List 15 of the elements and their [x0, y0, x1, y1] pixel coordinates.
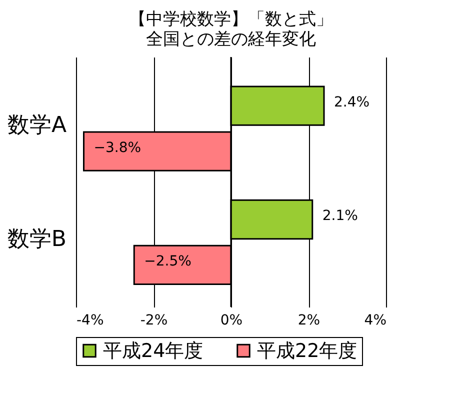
- data-label: 2.1%: [322, 208, 358, 224]
- y-tick-label: 数学B: [7, 226, 66, 252]
- y-tick-label: 数学A: [7, 113, 66, 138]
- x-tick-label: 0%: [220, 312, 243, 328]
- data-label: 2.4%: [334, 94, 370, 110]
- legend-label: 平成24年度: [103, 340, 204, 362]
- data-label: −2.5%: [144, 254, 192, 270]
- data-label: −3.8%: [94, 140, 142, 156]
- x-tick-label: -4%: [76, 312, 104, 328]
- x-tick-label: -2%: [140, 312, 168, 328]
- chart-subtitle: 全国との差の経年変化: [146, 29, 316, 50]
- chart-title: 【中学校数学】「数と式」: [129, 9, 333, 30]
- legend-label: 平成22年度: [257, 340, 358, 362]
- x-tick-label: 2%: [298, 312, 320, 328]
- x-tick-label: 4%: [364, 312, 386, 328]
